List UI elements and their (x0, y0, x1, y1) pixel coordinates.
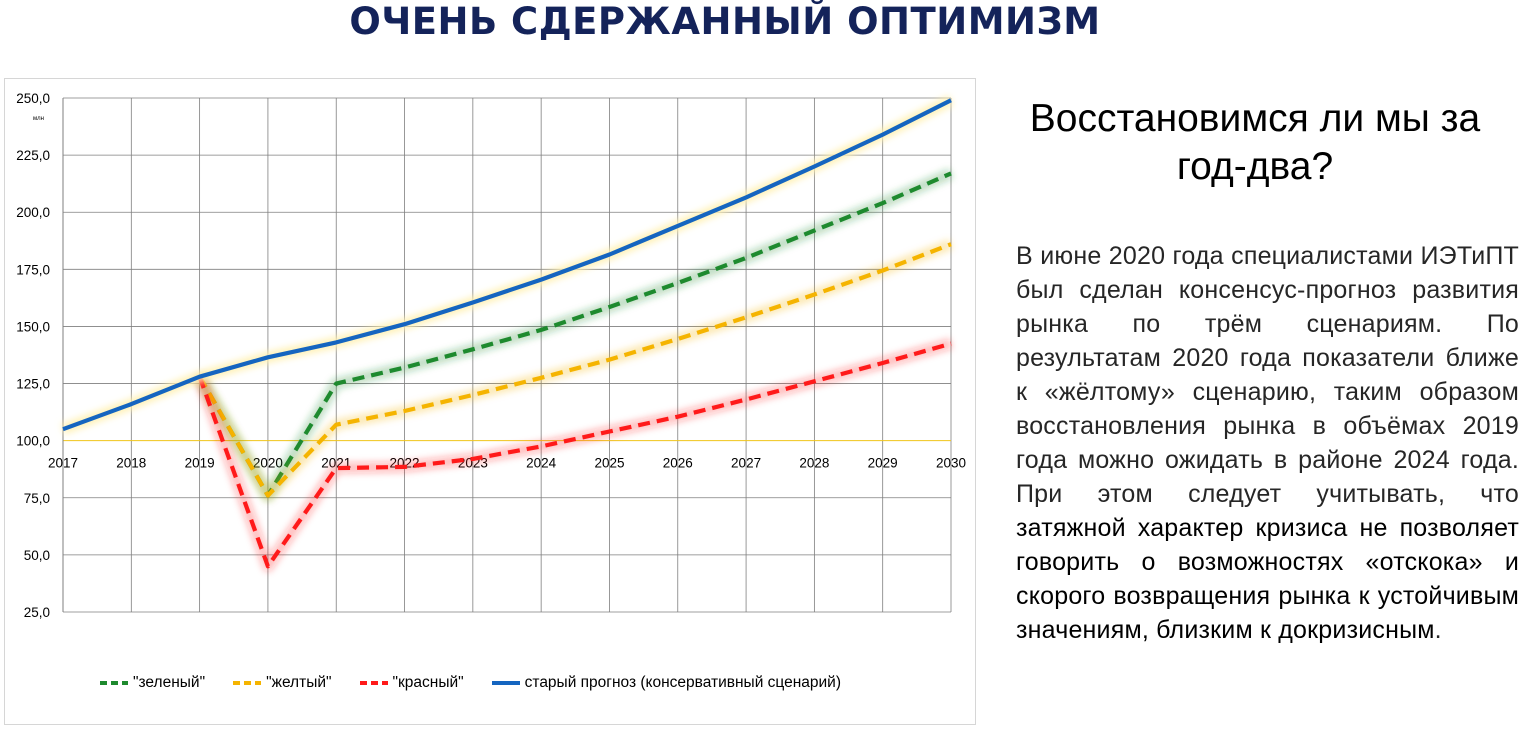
series-3-point-2 (198, 375, 202, 379)
series-1-point-3 (403, 409, 407, 413)
y-tick-label-5: 125,0 (16, 377, 50, 392)
x-tick-label-8: 2025 (594, 456, 624, 471)
legend-swatch-3 (491, 681, 520, 685)
series-2-point-9 (812, 379, 816, 383)
series-0-point-4 (471, 347, 475, 351)
y-axis-unit-label: млн (33, 116, 44, 122)
series-line-0 (197, 171, 952, 498)
side-paragraph-plain: В июне 2020 года специалистами ИЭТиПТ бы… (1016, 242, 1519, 508)
series-1-point-8 (744, 315, 748, 319)
series-1-point-7 (676, 337, 680, 341)
series-1-point-6 (607, 358, 611, 362)
series-line-2 (197, 341, 952, 569)
legend-label-2: "красный" (392, 674, 464, 691)
series-1-point-10 (881, 268, 885, 272)
chart-frame: 250,0 225,0 200,0 175,0 150,0 125,0 100,0 75,0 5… (4, 78, 976, 725)
series-3-point-0 (61, 427, 65, 431)
series-3-point-8 (607, 252, 611, 256)
series-3-point-3 (266, 355, 270, 359)
series-0-point-10 (881, 201, 885, 205)
series-2-point-4 (471, 457, 475, 461)
legend-swatch-2 (359, 681, 388, 685)
series-2-point-8 (744, 398, 748, 402)
y-tick-label-0: 250,0 (16, 91, 50, 106)
y-tick-label-4: 150,0 (16, 319, 50, 334)
series-2-point-11 (949, 342, 953, 346)
series-3-point-5 (403, 322, 407, 326)
grid (62, 97, 952, 613)
series-0-point-7 (676, 281, 680, 285)
x-tick-label-0: 2017 (48, 456, 78, 471)
legend-swatch-1 (233, 681, 262, 685)
series-3-point-10 (744, 195, 748, 199)
series-0-point-2 (334, 382, 338, 386)
x-tick-label-11: 2028 (799, 456, 829, 471)
x-tick-label-1: 2018 (116, 456, 146, 471)
x-tick-label-13: 2030 (936, 456, 966, 471)
series-2-point-5 (539, 444, 543, 448)
series-3-point-11 (812, 165, 816, 169)
series-3-point-1 (129, 402, 133, 406)
series-2-point-10 (881, 361, 885, 365)
series-1-point-9 (812, 292, 816, 296)
series-0-point-9 (812, 228, 816, 232)
series-line-3 (62, 98, 952, 432)
series-2-point-3 (403, 465, 407, 469)
y-tick-label-9: 25,0 (24, 605, 50, 620)
x-axis-ticks: 2017 2018 2019 2020 2021 2022 2023 2024 2025 2026… (48, 456, 966, 471)
series-0-point-6 (607, 305, 611, 309)
y-tick-label-3: 175,0 (16, 262, 50, 277)
x-tick-label-7: 2024 (526, 456, 557, 471)
series-3-point-9 (676, 224, 680, 228)
legend-item-2: "красный" (359, 674, 464, 692)
side-paragraph-emphasis: затяжной характер кризиса не позволяет г… (1016, 514, 1519, 644)
chart-legend: "зеленый" "желтый" "красный" старый прогноз… (100, 672, 841, 694)
series-3-point-4 (334, 340, 338, 344)
page-title: ОЧЕНЬ СДЕРЖАННЫЙ ОПТИМИЗМ (349, 0, 1101, 43)
series-1-point-1 (266, 493, 270, 497)
series-line-1 (197, 242, 952, 498)
x-tick-label-12: 2029 (868, 456, 898, 471)
legend-item-0: "зеленый" (100, 674, 205, 692)
y-tick-label-7: 75,0 (24, 491, 50, 506)
side-paragraph-end: . (1434, 616, 1442, 644)
series-0-point-3 (403, 366, 407, 370)
y-tick-label-6: 100,0 (16, 434, 50, 449)
series-0-point-8 (744, 256, 748, 260)
series-0-point-5 (539, 328, 543, 332)
x-tick-label-2: 2019 (185, 456, 215, 471)
series-2-point-7 (676, 415, 680, 419)
series-2-point-1 (266, 564, 270, 568)
series-3-point-12 (881, 133, 885, 137)
series-1-point-5 (539, 376, 543, 380)
series-1-point-2 (334, 423, 338, 427)
series-2-point-6 (607, 430, 611, 434)
series-0-point-11 (949, 171, 953, 175)
y-tick-label-8: 50,0 (24, 548, 50, 563)
x-tick-label-3: 2020 (253, 456, 283, 471)
series-3-point-7 (539, 278, 543, 282)
legend-label-1: "желтый" (266, 674, 332, 691)
series-2-point-2 (334, 466, 338, 470)
series-1-point-11 (949, 242, 953, 246)
x-tick-label-10: 2027 (731, 456, 761, 471)
series-3-point-13 (949, 98, 953, 102)
side-heading: Восстановимся ли мы за год-два? (1029, 97, 1481, 188)
series-3-point-6 (471, 300, 475, 304)
line-chart: 250,0 225,0 200,0 175,0 150,0 125,0 100,0 75,0 5… (16, 91, 966, 620)
legend-swatch-0 (100, 681, 128, 685)
legend-item-1: "желтый" (233, 674, 332, 692)
y-axis-ticks: 250,0 225,0 200,0 175,0 150,0 125,0 100,0 75,0 5… (16, 91, 50, 620)
y-tick-label-1: 225,0 (16, 148, 50, 163)
side-paragraph: В июне 2020 года специалистами ИЭТиПТ бы… (1016, 239, 1519, 647)
y-tick-label-2: 200,0 (16, 205, 50, 220)
legend-label-3: старый прогноз (консервативный сценарий) (524, 674, 842, 691)
x-tick-label-9: 2026 (663, 456, 693, 471)
series-1-point-4 (471, 393, 475, 397)
legend-label-0: "зеленый" (133, 674, 206, 691)
legend-item-3: старый прогноз (консервативный сценарий) (491, 674, 842, 692)
series-lines (61, 95, 954, 572)
